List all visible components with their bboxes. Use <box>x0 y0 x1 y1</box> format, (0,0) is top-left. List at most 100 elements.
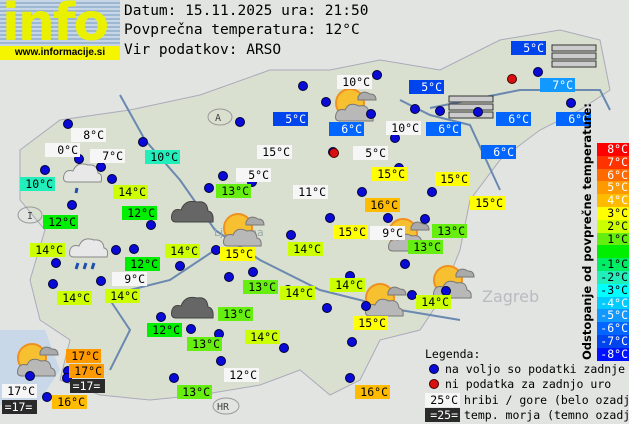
station-dot-icon[interactable] <box>146 220 156 230</box>
station-dot-icon[interactable] <box>111 245 121 255</box>
date-line: Datum: 15.11.2025 ura: 21:50 <box>124 3 369 19</box>
station-dot-icon[interactable] <box>347 337 357 347</box>
station-dot-icon[interactable] <box>361 301 371 311</box>
scale-step: 3°C <box>597 207 629 220</box>
station-dot-icon[interactable] <box>62 373 72 383</box>
scale-step: -3°C <box>597 283 629 297</box>
station-temperature: 16°C <box>365 198 400 212</box>
station-temperature: 12°C <box>122 206 157 220</box>
station-temperature: 5°C <box>236 168 271 182</box>
station-dot-icon[interactable] <box>63 119 73 129</box>
station-dot-icon[interactable] <box>357 187 367 197</box>
legend-mountain-sample: 25°C <box>425 393 460 407</box>
fog-icon <box>551 44 597 74</box>
station-dot-icon[interactable] <box>383 213 393 223</box>
station-dot-icon[interactable] <box>175 261 185 271</box>
legend-red: ni podatka za zadnjo uro <box>445 377 612 391</box>
station-dot-icon[interactable] <box>345 373 355 383</box>
station-dot-icon[interactable] <box>42 392 52 402</box>
station-dot-icon[interactable] <box>25 371 35 381</box>
station-temperature: 5°C <box>409 80 444 94</box>
station-dot-icon[interactable] <box>156 312 166 322</box>
station-temperature: 14°C <box>245 330 280 344</box>
station-dot-icon[interactable] <box>204 183 214 193</box>
station-dot-icon[interactable] <box>169 373 179 383</box>
station-temperature: 11°C <box>293 185 328 199</box>
partly-cloudy-icon <box>360 280 408 324</box>
station-temperature: 15°C <box>333 225 368 239</box>
station-dot-icon[interactable] <box>533 67 543 77</box>
station-dot-icon[interactable] <box>129 244 139 254</box>
station-temperature: 10°C <box>20 177 55 191</box>
station-dot-icon[interactable] <box>286 230 296 240</box>
city-zagreb: Zagreb <box>482 287 539 306</box>
station-dot-icon[interactable] <box>279 343 289 353</box>
station-dot-icon[interactable] <box>96 276 106 286</box>
station-dot-icon[interactable] <box>410 104 420 114</box>
scale-step <box>597 245 629 259</box>
station-temperature: 7°C <box>540 78 575 92</box>
station-temperature: 6°C <box>426 122 461 136</box>
station-dot-icon[interactable] <box>325 213 335 223</box>
scale-step: 4°C <box>597 194 629 208</box>
station-dot-icon[interactable] <box>322 303 332 313</box>
station-no-data-dot-icon[interactable] <box>507 74 517 84</box>
station-temperature: 5°C <box>273 112 308 126</box>
station-dot-icon[interactable] <box>224 272 234 282</box>
station-temperature: 8°C <box>71 128 106 142</box>
station-temperature: 13°C <box>216 184 251 198</box>
station-dot-icon[interactable] <box>67 200 77 210</box>
partly-cloudy-icon <box>12 340 60 384</box>
station-dot-icon[interactable] <box>107 174 117 184</box>
station-dot-icon[interactable] <box>186 324 196 334</box>
station-dot-icon[interactable] <box>435 106 445 116</box>
station-dot-icon[interactable] <box>218 171 228 181</box>
station-temperature: 16°C <box>52 395 87 409</box>
station-temperature: 6°C <box>481 145 516 159</box>
station-dot-icon[interactable] <box>216 356 226 366</box>
station-temperature: 13°C <box>408 240 443 254</box>
station-temperature: 13°C <box>432 224 467 238</box>
station-temperature: 10°C <box>145 150 180 164</box>
station-temperature: 15°C <box>372 167 407 181</box>
station-dot-icon[interactable] <box>366 109 376 119</box>
station-temperature: 12°C <box>147 323 182 337</box>
station-dot-icon[interactable] <box>40 165 50 175</box>
legend-red-dot-icon <box>429 379 439 389</box>
station-temperature: 14°C <box>105 289 140 303</box>
station-dot-icon[interactable] <box>235 117 245 127</box>
station-dot-icon[interactable] <box>51 258 61 268</box>
legend-blue-dot-icon <box>429 364 439 374</box>
legend-blue: na voljo so podatki zadnje ure <box>445 362 629 376</box>
station-dot-icon[interactable] <box>48 279 58 289</box>
station-temperature: 9°C <box>370 226 405 240</box>
station-dot-icon[interactable] <box>248 267 258 277</box>
station-temperature: 12°C <box>125 257 160 271</box>
legend-sea-sample: =25= <box>425 408 460 422</box>
legend-mountain: hribi / gore (belo ozadje) <box>464 393 629 407</box>
station-dot-icon[interactable] <box>298 81 308 91</box>
station-temperature: 17°C <box>2 384 37 398</box>
station-dot-icon[interactable] <box>400 259 410 269</box>
station-dot-icon[interactable] <box>473 107 483 117</box>
station-dot-icon[interactable] <box>372 70 382 80</box>
station-dot-icon[interactable] <box>420 214 430 224</box>
station-temperature: 13°C <box>177 385 212 399</box>
station-temperature: 10°C <box>337 75 372 89</box>
station-dot-icon[interactable] <box>566 98 576 108</box>
logo[interactable]: info www.informacije.si <box>0 0 120 60</box>
station-dot-icon[interactable] <box>96 162 106 172</box>
station-temperature: 7°C <box>90 149 125 163</box>
country-croatia: HR <box>217 402 230 413</box>
scale-step: -1°C <box>597 258 629 272</box>
station-dot-icon[interactable] <box>427 187 437 197</box>
station-dot-icon[interactable] <box>138 137 148 147</box>
station-no-data-dot-icon[interactable] <box>329 148 339 158</box>
scale-step: -7°C <box>597 335 629 348</box>
logo-url[interactable]: www.informacije.si <box>0 46 120 60</box>
scale-step: -6°C <box>597 322 629 336</box>
cloudy-icon <box>170 196 214 228</box>
station-dot-icon[interactable] <box>321 97 331 107</box>
station-temperature: 14°C <box>280 286 315 300</box>
scale-step: 7°C <box>597 155 629 169</box>
